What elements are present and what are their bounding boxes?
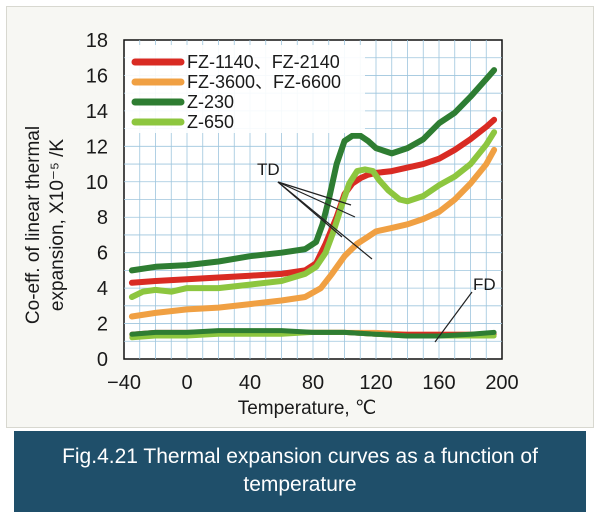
figure-caption: Fig.4.21 Thermal expansion curves as a f…	[14, 431, 586, 512]
td-label: TD	[257, 160, 280, 179]
y-axis-label: Co-eff. of linear thermal expansion, X10…	[23, 126, 68, 324]
x-tick-label: 40	[239, 372, 261, 394]
y-tick-label: 2	[97, 314, 108, 336]
y-tick-label: 10	[86, 172, 108, 194]
series-td-line	[128, 129, 498, 300]
y-tick-label: 18	[86, 30, 108, 52]
x-tick-label: −40	[107, 372, 141, 394]
chart-panel: 0 2 4 6 8 10 12 14 16 18 −40 0 40 80 120 160 200 Temper…	[6, 6, 594, 428]
series-td-line	[128, 67, 498, 274]
series-td-line	[128, 146, 498, 320]
td-arrow-4	[277, 181, 373, 260]
td-arrow-2	[277, 181, 356, 218]
legend-label: Z-230	[187, 92, 234, 112]
x-tick-label: 120	[359, 372, 392, 394]
y-tick-label: 6	[97, 243, 108, 265]
y-axis-label-line2: expansion, X10⁻⁵ /K	[47, 139, 68, 311]
legend-label: FZ-1140、FZ-2140	[187, 52, 340, 72]
x-tick-label: 80	[302, 372, 324, 394]
y-axis-label-line1: Co-eff. of linear thermal	[23, 126, 44, 324]
y-tick-label: 16	[86, 65, 108, 87]
x-tick-label: 160	[422, 372, 455, 394]
y-tick-label: 8	[97, 207, 108, 229]
fd-arrow	[434, 291, 473, 343]
series-lines	[128, 67, 498, 341]
y-tick-label: 4	[97, 278, 108, 300]
x-tick-label: 0	[181, 372, 192, 394]
y-tick-label: 14	[86, 101, 108, 123]
x-axis-label: Temperature, ℃	[238, 398, 377, 419]
legend-label: Z-650	[187, 112, 234, 132]
td-arrow-1	[277, 181, 352, 206]
y-tick-label: 0	[97, 349, 108, 371]
caption-line1: Fig.4.21 Thermal expansion curves as a f…	[62, 445, 538, 468]
x-tick-label: 200	[485, 372, 518, 394]
x-tick-labels: −40 0 40 80 120 160 200	[107, 372, 519, 394]
fd-label: FD	[473, 275, 496, 294]
legend-label: FZ-3600、FZ-6600	[187, 72, 341, 92]
y-tick-labels: 0 2 4 6 8 10 12 14 16 18	[86, 30, 108, 371]
caption-line2: temperature	[243, 473, 357, 496]
annotations: TD FD	[257, 160, 496, 343]
y-tick-label: 12	[86, 136, 108, 158]
